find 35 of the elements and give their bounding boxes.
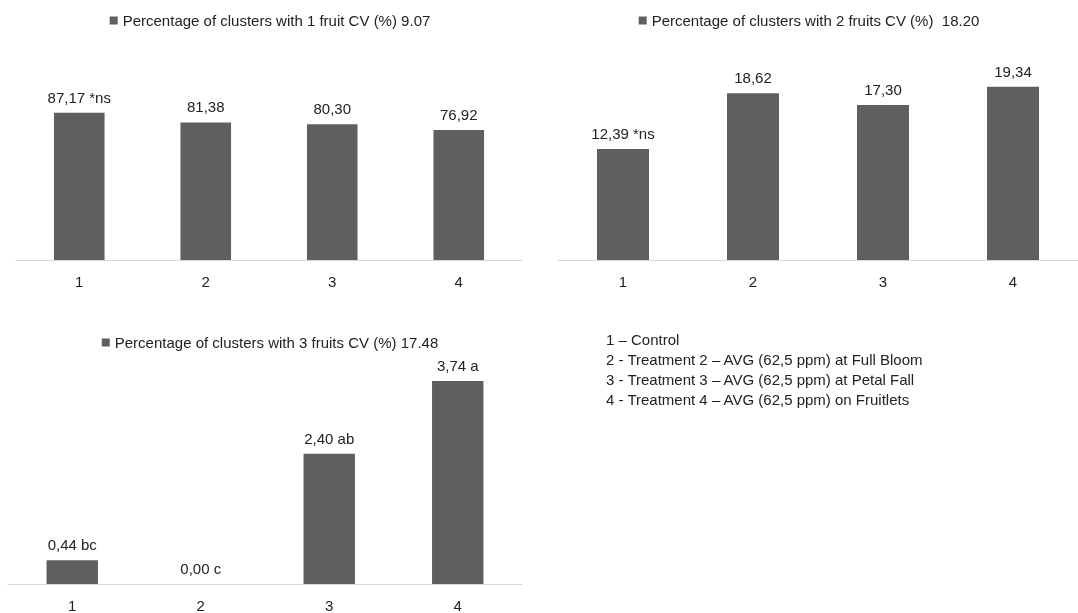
x-tick-label: 1	[68, 597, 77, 613]
x-tick-label: 1	[618, 273, 628, 290]
data-label: 3,74 a	[436, 357, 480, 375]
x-tick-label: 4	[453, 597, 462, 613]
data-label: 0,00 c	[180, 560, 222, 577]
x-tick-label: 3	[328, 273, 337, 290]
text: 1 – Control	[606, 330, 681, 350]
legend-label: Percentage of clusters with 1 fruit CV (%) 9.07	[122, 12, 431, 29]
data-label: 18,62	[734, 69, 772, 87]
x-tick-label: 2	[201, 273, 210, 290]
x-tick-label: 3	[325, 597, 334, 613]
legend-label: Percentage of clusters with 3 fruits CV (%) 17.48	[114, 334, 439, 351]
data-label: 19,34	[994, 62, 1032, 80]
text: 2 - Treatment 2 – AVG (62,5 ppm) at Full Bloom	[606, 350, 924, 370]
legend-label: Percentage of clusters with 2 fruits CV (%) 18.20	[651, 12, 980, 29]
x-tick-label: 2	[748, 273, 758, 290]
bar	[597, 149, 649, 260]
x-tick-label: 4	[1008, 273, 1018, 290]
data-label: 76,92	[439, 106, 478, 124]
text: 4 - Treatment 4 – AVG (62,5 ppm) on Fruitlets	[606, 390, 911, 410]
data-label: 81,38	[186, 98, 225, 116]
text: 3 - Treatment 3 – AVG (62,5 ppm) at Petal Fall	[606, 370, 916, 390]
bar	[987, 86, 1039, 260]
x-tick-label: 3	[878, 273, 888, 290]
x-tick-label: 2	[196, 597, 205, 613]
bar	[727, 93, 779, 260]
data-label: 0,44 bc	[47, 536, 98, 554]
data-label: 2,40 ab	[304, 429, 355, 447]
data-label: 87,17 *ns	[47, 88, 111, 106]
data-label: 17,30	[864, 81, 902, 99]
bar	[857, 105, 909, 260]
data-label: 12,39 *ns	[591, 125, 655, 143]
x-tick-label: 4	[454, 273, 463, 290]
data-label: 80,30	[313, 100, 352, 118]
x-tick-label: 1	[75, 273, 84, 290]
